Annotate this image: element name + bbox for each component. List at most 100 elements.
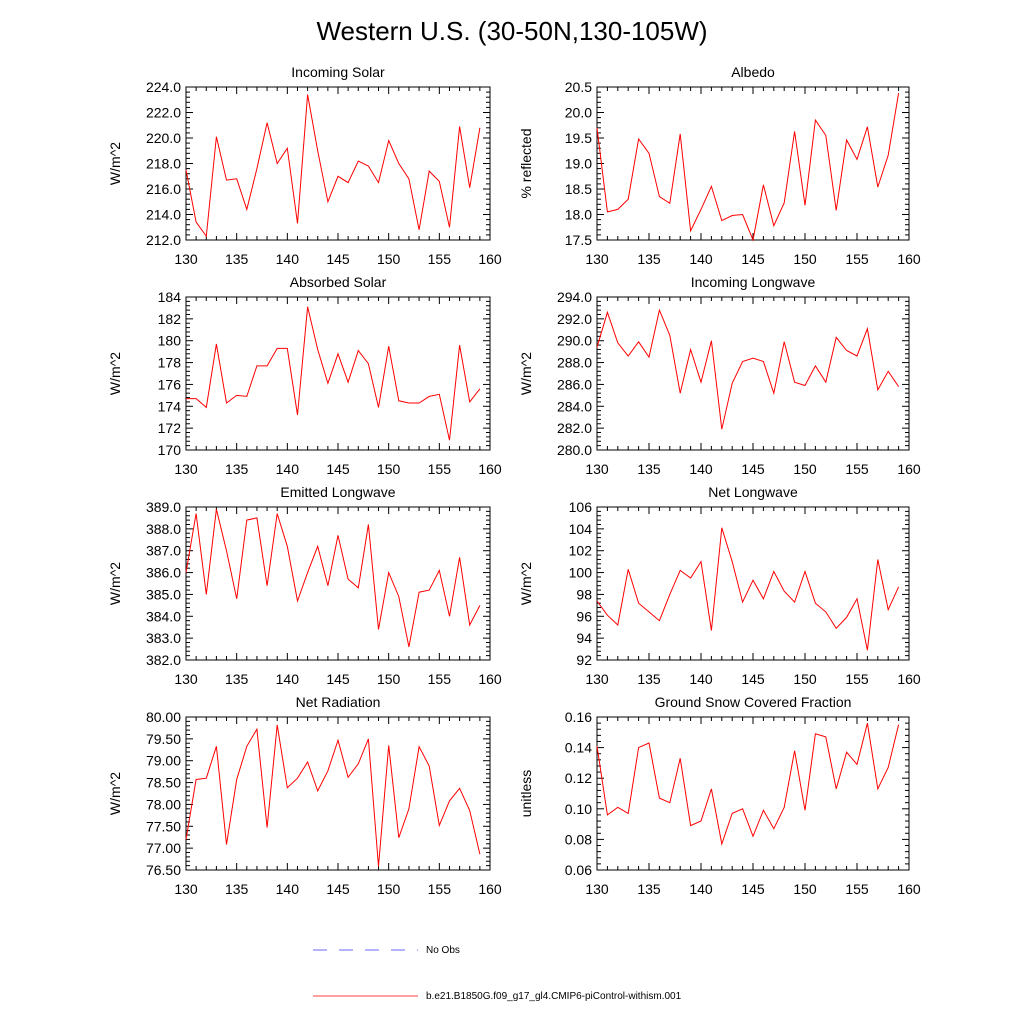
y-tick-label: 280.0 [557,442,592,458]
x-tick-label: 160 [478,881,502,897]
y-tick-label: 0.12 [565,770,592,786]
x-tick-label: 130 [174,671,198,687]
y-tick-label: 19.0 [565,156,592,172]
x-tick-label: 135 [225,251,249,267]
x-tick-label: 130 [585,881,609,897]
x-tick-label: 140 [276,251,300,267]
legend-label-model: b.e21.B1850G.f09_g17_gl4.CMIP6-piControl… [426,991,682,1002]
x-tick-label: 140 [276,461,300,477]
x-tick-label: 155 [428,251,452,267]
x-tick-label: 150 [793,881,817,897]
x-tick-label: 140 [276,881,300,897]
x-tick-label: 130 [585,671,609,687]
y-tick-label: 0.08 [565,831,592,847]
y-tick-label: 284.0 [557,398,592,414]
x-tick-label: 160 [478,671,502,687]
x-tick-label: 145 [326,671,350,687]
x-tick-label: 155 [845,251,869,267]
panel-title: Incoming Solar [291,64,385,80]
series-line [185,94,481,238]
x-tick-label: 145 [741,461,765,477]
y-axis-label: W/m^2 [107,352,123,395]
x-tick-label: 155 [428,461,452,477]
x-tick-label: 145 [326,881,350,897]
x-tick-label: 135 [637,461,661,477]
x-tick-label: 150 [793,671,817,687]
panel-2: Albedo % reflected 17.5 18.0 18.5 19.0 19.5 20.… [518,64,921,267]
x-tick-label: 150 [377,251,401,267]
x-tick-label: 160 [897,461,921,477]
x-tick-label: 135 [225,881,249,897]
series-line [185,509,481,647]
y-tick-label: 176 [158,376,182,392]
panel-title: Ground Snow Covered Fraction [655,694,852,710]
x-tick-label: 135 [637,881,661,897]
y-tick-label: 92 [576,652,592,668]
y-tick-label: 77.00 [146,840,181,856]
x-tick-label: 160 [897,251,921,267]
y-tick-label: 294.0 [557,289,592,305]
x-tick-label: 140 [689,671,713,687]
y-tick-label: 17.5 [565,232,592,248]
x-tick-label: 150 [793,251,817,267]
series-line [185,724,481,867]
y-axis-label: W/m^2 [518,352,534,395]
series-line [596,308,900,430]
y-tick-label: 106 [569,499,593,515]
x-tick-label: 140 [689,251,713,267]
plot-frame [596,716,910,871]
y-tick-label: 224.0 [146,79,181,95]
panel-title: Emitted Longwave [280,484,395,500]
y-axis-label: % reflected [518,128,534,198]
y-tick-label: 100 [569,565,593,581]
x-tick-label: 160 [478,461,502,477]
x-tick-label: 140 [689,881,713,897]
x-tick-label: 160 [897,881,921,897]
y-tick-label: 385.0 [146,586,181,602]
panels: Incoming Solar W/m^2 212.0 214.0 216.0 218.0 2… [107,64,921,897]
main-title: Western U.S. (30-50N,130-105W) [316,16,707,46]
y-axis-label: W/m^2 [107,772,123,815]
x-tick-label: 145 [741,881,765,897]
x-tick-label: 160 [478,251,502,267]
series-line [596,93,900,242]
y-tick-label: 80.00 [146,709,181,725]
x-tick-label: 150 [793,461,817,477]
x-tick-label: 130 [585,461,609,477]
panel-title: Absorbed Solar [290,274,387,290]
series-line [596,527,900,651]
panel-4: Incoming Longwave W/m^2 280.0 282.0 284.0 286… [518,274,921,477]
x-tick-label: 155 [428,881,452,897]
panel-title: Incoming Longwave [691,274,816,290]
x-tick-label: 130 [174,251,198,267]
y-tick-label: 172 [158,420,182,436]
x-tick-label: 145 [741,251,765,267]
y-tick-label: 214.0 [146,207,181,223]
x-tick-label: 160 [897,671,921,687]
y-tick-label: 182 [158,311,182,327]
x-tick-label: 140 [689,461,713,477]
y-axis-label: W/m^2 [107,142,123,185]
y-tick-label: 386.0 [146,565,181,581]
x-tick-label: 135 [637,251,661,267]
legend-label-no-obs: No Obs [426,945,460,956]
y-tick-label: 94 [576,630,592,646]
panel-8: Ground Snow Covered Fraction unitless 0.06… [518,694,921,897]
y-tick-label: 178 [158,355,182,371]
y-tick-label: 78.50 [146,775,181,791]
x-tick-label: 145 [326,251,350,267]
panel-7: Net Radiation W/m^2 76.50 77.00 77.50 78.00 78… [107,694,502,897]
y-tick-label: 184 [158,289,182,305]
x-tick-label: 130 [585,251,609,267]
panel-3: Absorbed Solar W/m^2 170 172 174 176 178 180 182… [107,274,502,477]
y-axis-label: W/m^2 [518,562,534,605]
y-tick-label: 286.0 [557,376,592,392]
y-tick-label: 218.0 [146,156,181,172]
y-tick-label: 0.06 [565,862,592,878]
x-tick-label: 135 [225,671,249,687]
x-tick-label: 155 [845,881,869,897]
x-tick-label: 135 [637,671,661,687]
x-tick-label: 135 [225,461,249,477]
y-tick-label: 387.0 [146,543,181,559]
y-tick-label: 384.0 [146,608,181,624]
